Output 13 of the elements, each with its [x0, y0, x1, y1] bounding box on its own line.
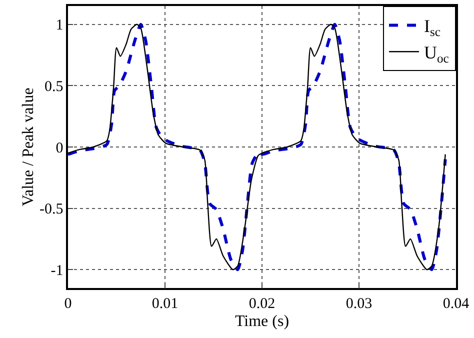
- x-tick-label: 0.04: [442, 296, 470, 312]
- y-axis-title: Value / Peak value: [20, 88, 37, 206]
- y-tick-label: 0: [56, 140, 64, 156]
- legend-label: U$_{oc}$: [424, 42, 450, 66]
- x-tick-label: 0.02: [248, 296, 276, 312]
- x-axis-title: Time (s): [234, 312, 290, 330]
- x-tick-label: 0.03: [346, 296, 372, 312]
- y-tick-label: 0.5: [44, 78, 64, 95]
- x-tick-label: 0.01: [152, 296, 178, 312]
- y-tick-label: 1: [56, 18, 64, 34]
- y-tick-label: -0.5: [40, 202, 64, 218]
- legend-label: I$_{sc}$: [424, 16, 441, 39]
- y-tick-label: -1: [50, 262, 64, 279]
